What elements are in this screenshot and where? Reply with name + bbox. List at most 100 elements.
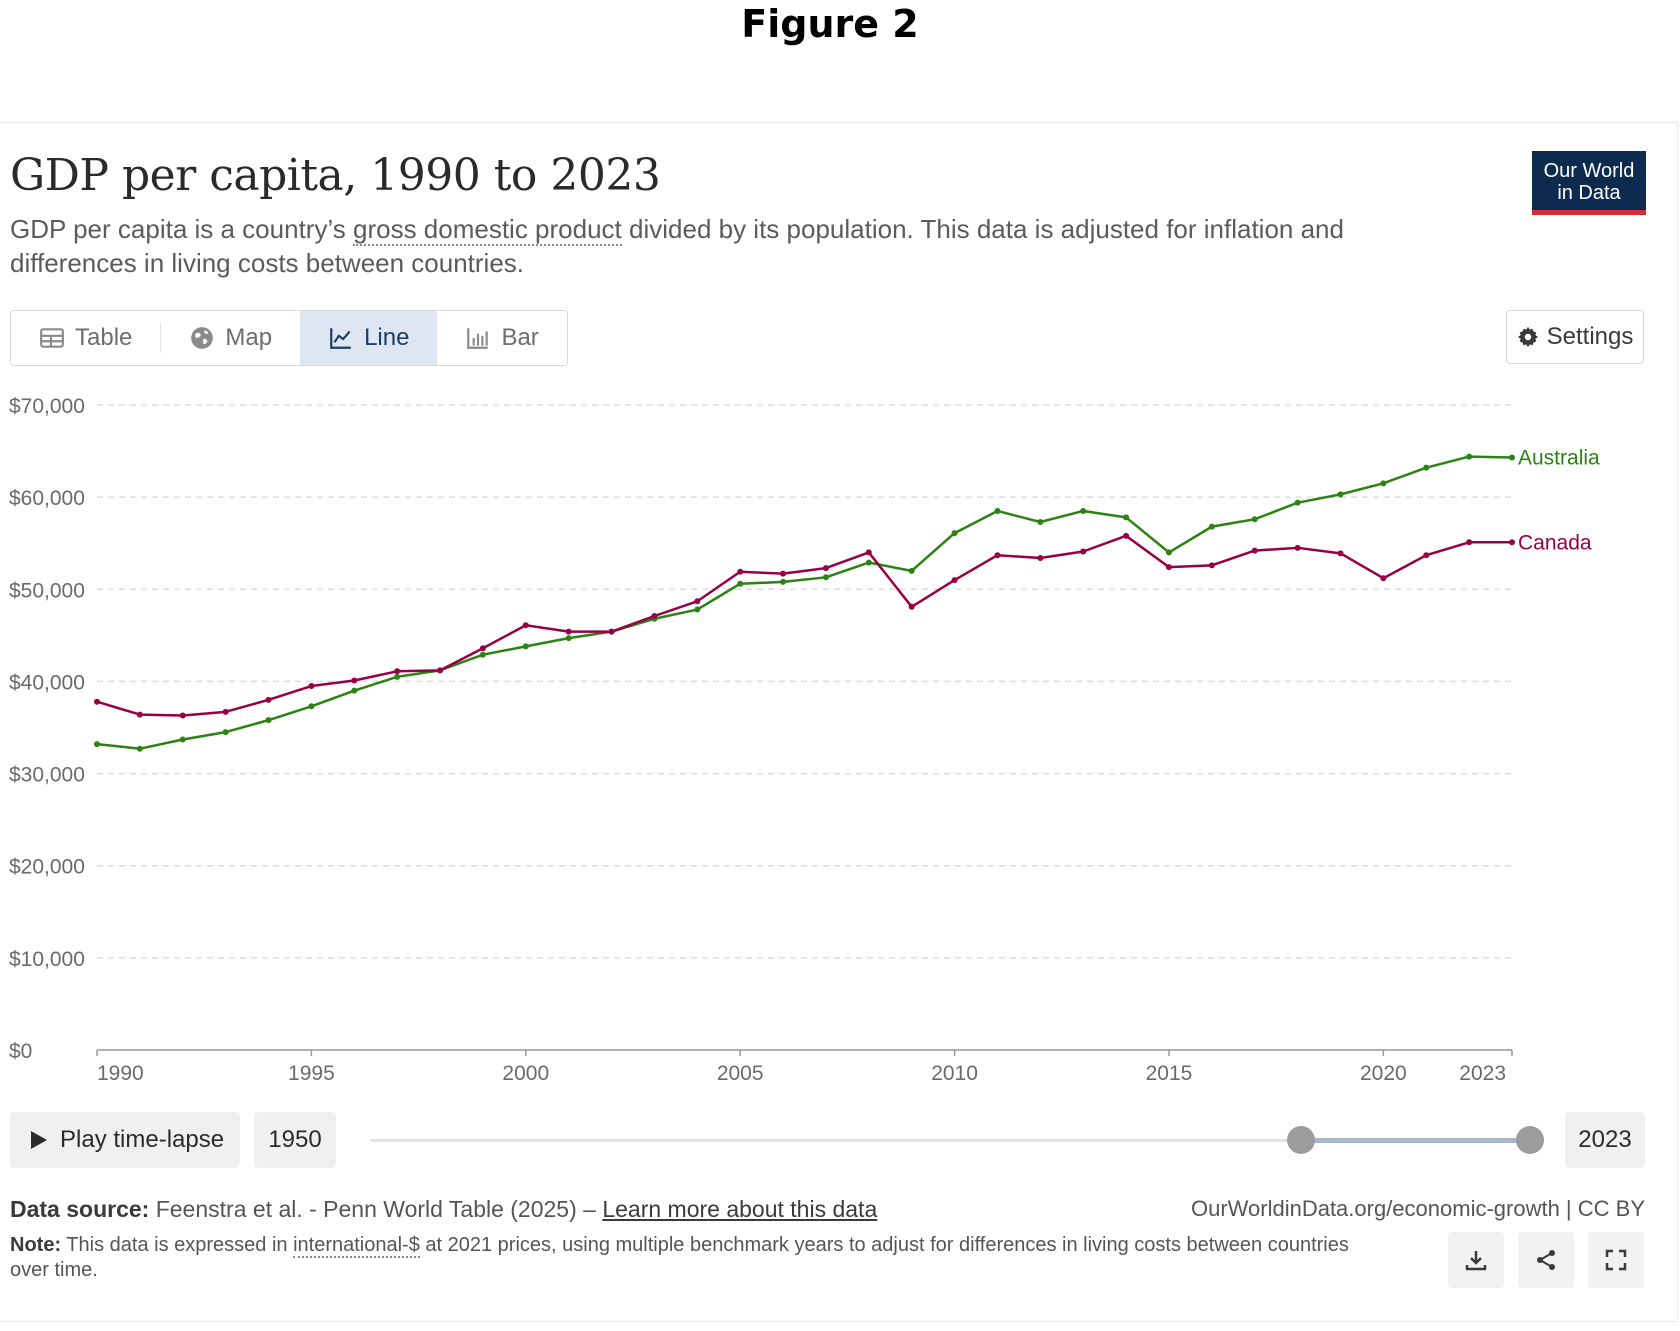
timeline-start-handle[interactable]: [1287, 1126, 1316, 1154]
x-tick-label: 1995: [288, 1062, 335, 1085]
canada-data-point: [565, 628, 572, 635]
source-label: Data source:: [10, 1196, 150, 1222]
canada-data-point: [351, 677, 358, 684]
canada-data-point: [608, 628, 615, 635]
australia-data-point: [1123, 514, 1130, 521]
canada-data-point: [822, 565, 829, 572]
data-note: Note: This data is expressed in internat…: [10, 1233, 1370, 1283]
canada-data-point: [994, 552, 1001, 559]
canada-data-point: [1123, 532, 1130, 539]
settings-label: Settings: [1546, 323, 1634, 350]
australia-data-point: [694, 606, 701, 613]
owid-logo[interactable]: Our World in Data: [1532, 151, 1646, 215]
australia-data-point: [1080, 507, 1087, 514]
canada-series-line: [96, 534, 1512, 717]
tab-divider: [160, 323, 162, 353]
card-border: [1677, 122, 1678, 1320]
timeline-track[interactable]: [370, 1139, 1530, 1142]
canada-data-point: [179, 712, 186, 719]
australia-data-point: [737, 580, 744, 587]
australia-data-point: [1466, 453, 1473, 460]
australia-series-line: [96, 455, 1513, 750]
australia-data-point: [351, 687, 358, 694]
note-text: This data is expressed in: [61, 1234, 294, 1256]
australia-data-point: [265, 717, 272, 724]
y-tick-label: $10,000: [9, 948, 85, 971]
subtitle-text: GDP per capita is a country’s: [10, 214, 353, 244]
canada-data-point: [522, 622, 529, 629]
canada-data-point: [1037, 554, 1044, 561]
canada-series-label: Canada: [1518, 531, 1592, 554]
y-tick-label: $50,000: [9, 579, 85, 602]
australia-data-point: [1294, 499, 1301, 506]
play-icon: [31, 1131, 47, 1149]
download-icon: [1465, 1251, 1487, 1271]
canada-data-point: [437, 667, 444, 674]
canada-data-point: [1208, 562, 1215, 569]
play-label: Play time-lapse: [60, 1126, 225, 1153]
y-tick-label: $40,000: [9, 671, 85, 694]
australia-data-point: [994, 507, 1001, 514]
canada-data-point: [94, 698, 100, 705]
australia-data-point: [908, 567, 915, 574]
australia-data-point: [222, 729, 229, 736]
australia-data-point: [565, 635, 572, 642]
attribution[interactable]: OurWorldinData.org/economic-growth | CC …: [1190, 1196, 1645, 1221]
download-button[interactable]: [1448, 1232, 1504, 1288]
tab-line[interactable]: Line: [300, 311, 438, 365]
australia-data-point: [1165, 549, 1172, 556]
figure-label: Figure 2: [741, 2, 919, 46]
canada-data-point: [1294, 544, 1301, 551]
canada-data-point: [651, 613, 658, 620]
canada-data-point: [865, 549, 872, 556]
play-timelapse-button[interactable]: Play time-lapse: [10, 1112, 240, 1168]
tab-map-label: Map: [225, 324, 273, 351]
australia-data-point: [479, 651, 486, 658]
canada-data-point: [908, 603, 915, 610]
note-text-rest: at 2021 prices, using multiple benchmark…: [10, 1234, 1349, 1281]
timeline-end-handle[interactable]: [1516, 1126, 1544, 1154]
logo-line-1: Our World: [1543, 160, 1635, 182]
learn-more-link[interactable]: Learn more about this data: [602, 1196, 878, 1222]
canada-data-point: [1509, 539, 1515, 546]
chart-card: [0, 122, 1678, 1322]
x-tick-label: 2015: [1146, 1062, 1193, 1085]
australia-data-point: [1251, 516, 1258, 523]
australia-data-point: [394, 673, 401, 680]
australia-data-point: [780, 578, 787, 585]
table-icon: [40, 328, 64, 348]
tab-table-label: Table: [75, 324, 133, 351]
fullscreen-button[interactable]: [1588, 1232, 1644, 1288]
logo-line-2: in Data: [1557, 182, 1621, 204]
bar-chart-icon: [467, 328, 489, 349]
timeline-selected-range: [1301, 1138, 1530, 1143]
note-label: Note:: [10, 1234, 62, 1256]
tab-bar[interactable]: Bar: [437, 311, 566, 365]
subtitle-text-rest: divided by its population. This data is …: [10, 214, 1344, 278]
y-tick-label: $60,000: [9, 487, 85, 510]
canada-data-point: [222, 708, 229, 715]
settings-button[interactable]: Settings: [1506, 310, 1644, 364]
y-tick-label: $20,000: [9, 856, 85, 879]
source-text: Feenstra et al. - Penn World Table (2025…: [149, 1196, 603, 1222]
share-button[interactable]: [1518, 1232, 1574, 1288]
australia-data-point: [822, 574, 829, 581]
x-tick-label: 2000: [502, 1062, 549, 1085]
canada-data-point: [780, 570, 787, 577]
line-chart: $0 $10,000 $20,000 $30,000 $40,000 $50,000 $60…: [9, 395, 1600, 1085]
international-dollar-link[interactable]: international-$: [293, 1234, 420, 1258]
canada-data-point: [479, 645, 486, 652]
australia-data-point: [1037, 519, 1044, 526]
timeline-controls: Play time-lapse 1950 2023: [0, 1112, 1680, 1168]
globe-icon: [191, 327, 214, 349]
y-tick-label: $0: [9, 1040, 32, 1063]
canada-data-point: [951, 577, 958, 584]
gdp-definition-link[interactable]: gross domestic product: [352, 214, 622, 246]
tab-map[interactable]: Map: [161, 311, 300, 365]
start-year-box[interactable]: 1950: [254, 1112, 336, 1168]
end-year-box[interactable]: 2023: [1565, 1112, 1645, 1168]
tab-table[interactable]: Table: [11, 311, 160, 365]
australia-series-label: Australia: [1518, 447, 1600, 470]
tab-bar-label: Bar: [501, 324, 539, 351]
canada-data-point: [265, 696, 272, 703]
